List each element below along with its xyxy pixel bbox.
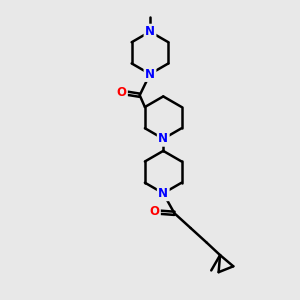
- Text: N: N: [158, 132, 168, 145]
- Text: N: N: [145, 25, 155, 38]
- Text: O: O: [149, 205, 159, 218]
- Text: N: N: [158, 187, 168, 200]
- Text: O: O: [116, 86, 126, 99]
- Text: N: N: [145, 68, 155, 80]
